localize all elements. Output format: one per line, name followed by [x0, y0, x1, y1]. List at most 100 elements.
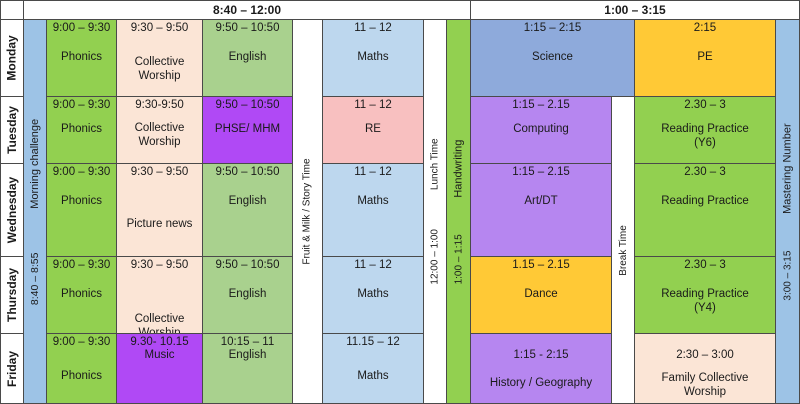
lesson-time: 9:30 – 9:50	[130, 22, 189, 34]
lesson-tue-phonics: 9:00 – 9:30 Phonics	[46, 96, 117, 164]
lesson-subject: Collective Worship	[134, 313, 185, 334]
mastering-number-bar: 3:00 – 3:15 Mastering Number	[775, 19, 800, 404]
lesson-subject: Art/DT	[524, 194, 558, 207]
lesson-fri-english: 10:15 – 11 English	[202, 333, 293, 404]
lesson-fri-music: 9.30- 10.15 Music	[116, 333, 203, 404]
lesson-thu-reading: 2.30 – 3 Reading Practice (Y4)	[634, 256, 776, 334]
lesson-subject: Family Collective Worship	[661, 371, 749, 398]
lesson-time: 9:50 – 10:50	[215, 99, 280, 111]
lesson-subject: History / Geography	[489, 376, 593, 389]
day-label: Thursday	[5, 267, 20, 323]
lesson-subject: Science	[532, 51, 573, 64]
lesson-time: 11 – 12	[354, 22, 392, 34]
day-label: Tuesday	[5, 106, 20, 154]
lesson-thu-english: 9:50 – 10:50 English	[202, 256, 293, 334]
lesson-thu-worship: 9:30 – 9:50 Collective Worship	[116, 256, 203, 334]
lesson-time: 9:30 – 9:50	[130, 259, 189, 271]
morning-challenge-label: 8:40 – 8:55 Morning challenge	[29, 118, 42, 305]
lesson-subject: PE	[697, 51, 713, 64]
lesson-subject: Picture news	[126, 218, 193, 231]
lesson-subject: Computing	[513, 123, 569, 136]
morning-challenge-bar: 8:40 – 8:55 Morning challenge	[23, 19, 47, 404]
fruit-milk-label: Fruit & Milk / Story Time	[302, 158, 313, 265]
lesson-tue-phse: 9:50 – 10:50 PHSE/ MHM	[202, 96, 293, 164]
lesson-subject: English	[228, 51, 267, 64]
lesson-mon-science: 1:15 – 2:15 Science	[470, 19, 635, 97]
lesson-time: 9:30 – 9:50	[130, 166, 189, 178]
day-label: Friday	[5, 350, 20, 387]
lesson-subject: Dance	[524, 288, 558, 301]
header-morning: 8:40 – 12:00	[23, 0, 471, 20]
header-afternoon: 1:00 – 3:15	[470, 0, 800, 20]
lesson-subject: Reading Practice (Y6)	[661, 123, 749, 149]
lesson-thu-dance: 1.15 – 2.15 Dance	[470, 256, 612, 334]
header-morning-text: 8:40 – 12:00	[212, 3, 282, 17]
lesson-subject: Phonics	[61, 51, 102, 64]
lesson-time: 9:00 – 9:30	[52, 99, 111, 111]
day-label: Monday	[5, 35, 19, 81]
lunch-time-bar: 12:00 – 1:00 Lunch Time	[423, 19, 447, 404]
lesson-subject: English	[228, 349, 267, 361]
lesson-fri-family-worship: 2:30 – 3:00 Family Collective Worship	[634, 333, 776, 404]
lesson-time: 11 – 12	[354, 166, 392, 178]
lesson-subject: Reading Practice (Y4)	[661, 288, 749, 314]
lesson-tue-computing: 1:15 – 2.15 Computing	[470, 96, 612, 164]
handwriting-label: 1:00 – 1:15 Handwriting	[452, 139, 465, 284]
lesson-subject: English	[228, 194, 267, 207]
lesson-subject: Maths	[357, 288, 389, 301]
day-tuesday: Tuesday	[0, 96, 24, 164]
break-time-label: Break Time	[617, 224, 629, 276]
day-thursday: Thursday	[0, 256, 24, 334]
lesson-time: 9.30- 10.15	[130, 336, 189, 348]
lesson-wed-picture-news: 9:30 – 9:50 Picture news	[116, 163, 203, 257]
lesson-subject: Phonics	[61, 123, 102, 136]
break-time-bar: Break Time	[611, 96, 635, 404]
day-label: Wednesday	[5, 176, 19, 244]
lesson-wed-phonics: 9:00 – 9:30 Phonics	[46, 163, 117, 257]
lesson-fri-phonics: 9:00 – 9:30 Phonics	[46, 333, 117, 404]
lesson-time: 11.15 – 12	[346, 336, 400, 348]
fruit-milk-bar: Fruit & Milk / Story Time	[292, 19, 323, 404]
lesson-mon-maths: 11 – 12 Maths	[322, 19, 424, 97]
lesson-mon-worship: 9:30 – 9:50 Collective Worship	[116, 19, 203, 97]
lesson-subject: Maths	[357, 369, 389, 382]
lesson-time: 1.15 – 2.15	[512, 259, 570, 271]
day-wednesday: Wednesday	[0, 163, 24, 257]
lesson-time: 1:15 – 2:15	[523, 22, 582, 34]
lesson-tue-reading: 2.30 – 3 Reading Practice (Y6)	[634, 96, 776, 164]
day-friday: Friday	[0, 333, 24, 404]
lesson-time: 2.30 – 3	[684, 99, 726, 111]
lesson-subject: Maths	[357, 194, 389, 207]
lesson-subject: English	[228, 288, 267, 301]
lesson-subject: Music	[144, 349, 175, 361]
lesson-wed-reading: 2.30 – 3 Reading Practice	[634, 163, 776, 257]
lesson-subject: Maths	[357, 51, 389, 64]
lesson-time: 9:00 – 9:30	[52, 166, 111, 178]
lesson-time: 2.30 – 3	[684, 166, 726, 178]
corner-cell	[0, 0, 24, 20]
lesson-time: 9:50 – 10:50	[215, 22, 280, 34]
lesson-time: 1:15 – 2.15	[512, 166, 570, 178]
lesson-wed-artdt: 1:15 – 2.15 Art/DT	[470, 163, 612, 257]
lesson-subject: Phonics	[61, 369, 102, 382]
lesson-tue-worship: 9:30-9:50 Collective Worship	[116, 96, 203, 164]
lesson-time: 2:15	[693, 22, 717, 34]
header-afternoon-text: 1:00 – 3:15	[604, 3, 666, 17]
lesson-time: 1:15 – 2.15	[512, 99, 570, 111]
lesson-time: 9:50 – 10:50	[215, 259, 280, 271]
lesson-mon-phonics: 9:00 – 9:30 Phonics	[46, 19, 117, 97]
lesson-mon-english: 9:50 – 10:50 English	[202, 19, 293, 97]
lesson-subject: Collective Worship	[134, 122, 185, 148]
lesson-tue-re: 11 – 12 RE	[322, 96, 424, 164]
lesson-fri-maths: 11.15 – 12 Maths	[322, 333, 424, 404]
lesson-mon-pe: 2:15 PE	[634, 19, 776, 97]
handwriting-bar: 1:00 – 1:15 Handwriting	[446, 19, 471, 404]
lesson-wed-english: 9:50 – 10:50 English	[202, 163, 293, 257]
lesson-time: 9:00 – 9:30	[52, 259, 111, 271]
day-monday: Monday	[0, 19, 24, 97]
lesson-thu-maths: 11 – 12 Maths	[322, 256, 424, 334]
lesson-subject: Phonics	[61, 288, 102, 301]
lesson-wed-maths: 11 – 12 Maths	[322, 163, 424, 257]
lesson-time: 11 – 12	[354, 259, 392, 271]
lesson-time: 2:30 – 3:00	[676, 349, 734, 361]
